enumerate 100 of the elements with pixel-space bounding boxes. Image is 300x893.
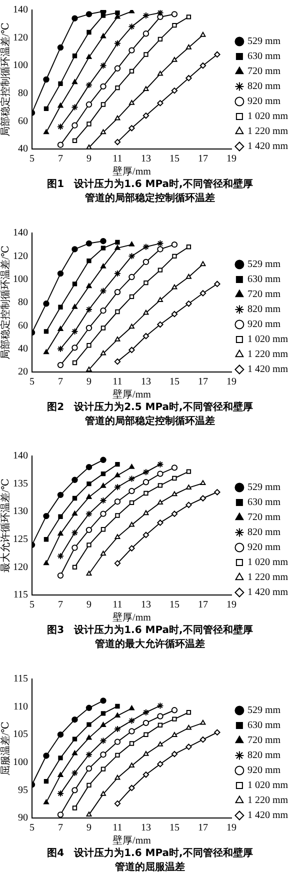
x-tick-label: 9 xyxy=(86,822,92,834)
legend-label: 630 mm xyxy=(247,720,281,732)
legend-label: 920 mm xyxy=(247,319,281,330)
legend-label: 920 mm xyxy=(247,542,281,554)
y-tick-label: 60 xyxy=(18,320,28,332)
x-tick-label: 13 xyxy=(140,376,151,388)
x-tick-label: 11 xyxy=(112,600,122,611)
y-tick-label: 140 xyxy=(13,228,28,239)
legend-label: 720 mm xyxy=(247,66,281,78)
y-tick-label: 110 xyxy=(13,701,28,712)
legend-label: 820 mm xyxy=(247,750,281,762)
y-tick-label: 100 xyxy=(13,274,28,285)
x-axis-title: 壁厚/mm xyxy=(112,388,152,401)
legend-label: 1 220 mm xyxy=(247,126,288,138)
legend-label: 1 020 mm xyxy=(247,780,288,792)
x-tick-label: 17 xyxy=(198,600,208,611)
y-tick-label: 115 xyxy=(13,590,28,601)
x-tick-label: 15 xyxy=(169,822,180,834)
y-tick-label: 80 xyxy=(18,88,28,100)
y-tick-label: 90 xyxy=(18,812,28,824)
x-axis-title: 壁厚/mm xyxy=(112,834,152,847)
x-axis-title: 壁厚/mm xyxy=(112,166,152,178)
x-tick-label: 5 xyxy=(30,376,34,388)
x-tick-label: 19 xyxy=(226,154,236,165)
x-tick-label: 19 xyxy=(226,376,236,388)
x-tick-label: 19 xyxy=(226,822,236,834)
legend-label: 820 mm xyxy=(247,81,281,92)
x-tick-label: 17 xyxy=(198,154,208,165)
x-tick-label: 7 xyxy=(58,154,63,165)
y-tick-label: 100 xyxy=(13,60,28,72)
y-axis-title: 屈服温差/℃ xyxy=(0,722,12,776)
y-tick-label: 20 xyxy=(18,366,28,378)
x-tick-label: 5 xyxy=(30,154,34,165)
x-tick-label: 13 xyxy=(140,822,151,834)
x-tick-label: 11 xyxy=(112,376,122,388)
y-tick-label: 130 xyxy=(13,506,28,518)
x-tick-label: 15 xyxy=(169,600,180,611)
x-tick-label: 9 xyxy=(86,154,92,165)
text: 图2 设计压力为2.5 MPa时,不同管径和壁厚管道的局部稳定控制循环温差 xyxy=(46,401,254,429)
y-axis-title: 局部稳定控制循环温差/℃ xyxy=(0,22,12,136)
y-tick-label: 40 xyxy=(18,343,28,354)
x-tick-label: 19 xyxy=(226,600,236,611)
x-tick-label: 9 xyxy=(86,600,92,611)
legend-label: 630 mm xyxy=(247,497,281,508)
legend-label: 720 mm xyxy=(247,289,281,300)
legend-label: 820 mm xyxy=(247,304,281,316)
x-tick-label: 17 xyxy=(198,822,208,834)
y-tick-label: 135 xyxy=(13,478,28,490)
text: 图1 设计压力为1.6 MPa时,不同管径和壁厚管道的局部稳定控制循环温差 xyxy=(46,178,254,206)
x-tick-label: 7 xyxy=(58,600,63,611)
x-tick-label: 11 xyxy=(112,822,122,834)
y-tick-label: 120 xyxy=(13,32,28,44)
y-tick-label: 115 xyxy=(13,674,28,685)
legend-label: 630 mm xyxy=(247,51,281,62)
y-tick-label: 140 xyxy=(13,4,28,16)
y-tick-label: 125 xyxy=(13,534,28,546)
y-axis-title: 局部稳定控制循环温差/℃ xyxy=(0,246,12,360)
legend-label: 529 mm xyxy=(247,705,281,716)
x-tick-label: 15 xyxy=(169,376,180,388)
y-tick-label: 100 xyxy=(13,757,28,768)
x-tick-label: 13 xyxy=(140,154,151,165)
text: 图4 设计压力为1.6 MPa时,不同管径和壁厚管道的屈服温差 xyxy=(46,847,254,875)
x-tick-label: 5 xyxy=(30,822,34,834)
legend-label: 1 420 mm xyxy=(247,364,288,376)
legend-label: 529 mm xyxy=(247,482,281,494)
legend-label: 1 220 mm xyxy=(247,572,288,584)
legend-label: 1 020 mm xyxy=(247,557,288,568)
legend-label: 1 420 mm xyxy=(247,810,288,822)
y-tick-label: 60 xyxy=(18,116,28,127)
y-axis-title: 最大允许循环温差/℃ xyxy=(0,478,12,572)
y-tick-label: 80 xyxy=(18,297,28,308)
x-tick-label: 11 xyxy=(112,154,122,165)
legend-label: 920 mm xyxy=(247,765,281,776)
legend-label: 920 mm xyxy=(247,96,281,108)
x-tick-label: 15 xyxy=(169,154,180,165)
y-tick-label: 120 xyxy=(13,562,28,573)
text: 图3 设计压力为1.6 MPa时,不同管径和壁厚管道的最大允许循环温差 xyxy=(46,624,254,652)
x-tick-label: 9 xyxy=(86,376,92,388)
y-tick-label: 140 xyxy=(13,450,28,462)
legend-label: 529 mm xyxy=(247,36,281,48)
legend-label: 1 420 mm xyxy=(247,587,288,598)
legend-label: 1 020 mm xyxy=(247,334,288,346)
legend-label: 630 mm xyxy=(247,274,281,286)
x-tick-label: 17 xyxy=(198,376,208,388)
y-tick-label: 95 xyxy=(18,784,28,796)
legend-label: 529 mm xyxy=(247,259,281,270)
legend-label: 1 420 mm xyxy=(247,141,288,152)
x-axis-title: 壁厚/mm xyxy=(112,612,152,624)
x-tick-label: 7 xyxy=(58,376,63,388)
x-tick-label: 5 xyxy=(30,600,34,611)
y-tick-label: 40 xyxy=(18,144,28,155)
legend-label: 1 220 mm xyxy=(247,795,288,806)
legend-label: 720 mm xyxy=(247,735,281,746)
x-tick-label: 7 xyxy=(58,822,63,834)
legend-label: 820 mm xyxy=(247,527,281,538)
y-tick-label: 120 xyxy=(13,250,28,262)
legend-label: 1 220 mm xyxy=(247,349,288,360)
x-tick-label: 13 xyxy=(140,600,151,611)
y-tick-label: 105 xyxy=(13,729,28,740)
legend-label: 1 020 mm xyxy=(247,111,288,122)
